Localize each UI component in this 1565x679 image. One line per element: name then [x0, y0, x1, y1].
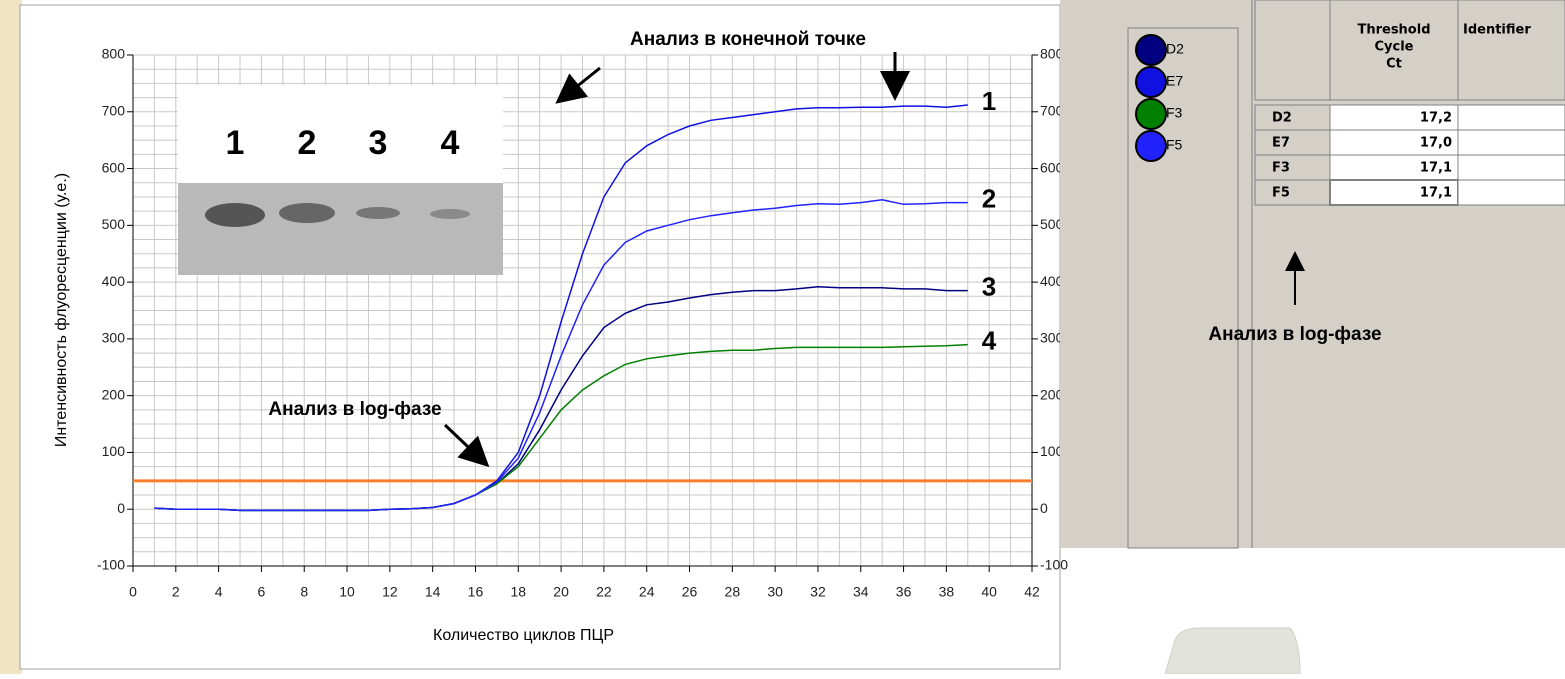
row-header: F3: [1272, 161, 1290, 176]
table-cell: [1458, 130, 1565, 155]
table-cell: [1458, 155, 1565, 180]
curve-label: 4: [982, 325, 997, 355]
curve-label: 3: [982, 272, 996, 302]
x-axis-title: Количество циклов ПЦР: [433, 627, 614, 644]
legend-swatch: [1136, 35, 1166, 65]
y-tick-label: 600: [102, 159, 126, 175]
row-header-cell: [1255, 130, 1330, 155]
row-header: D2: [1272, 111, 1292, 126]
row-header: F5: [1272, 186, 1290, 201]
gel-lane-label: 3: [369, 124, 388, 162]
row-header: E7: [1272, 136, 1290, 151]
legend-swatch: [1136, 131, 1166, 161]
y-tick-label: -100: [97, 557, 125, 573]
ct-value: 17,1: [1420, 161, 1452, 176]
x-tick-label: 26: [682, 584, 698, 600]
gel-inset: [178, 85, 503, 275]
ct-value: 17,1: [1420, 186, 1452, 201]
row-header-cell: [1255, 105, 1330, 130]
x-tick-label: 6: [258, 584, 266, 600]
x-tick-label: 18: [510, 584, 526, 600]
table-header: Threshold: [1357, 23, 1430, 38]
x-tick-label: 22: [596, 584, 612, 600]
y-tick-label: 300: [102, 330, 126, 346]
device-image: [1165, 628, 1300, 674]
y-tick-label: 800: [102, 46, 126, 62]
gel-lane-label: 4: [441, 124, 460, 162]
y-axis-title: Интенсивность флуоресценции (у.е.): [53, 173, 70, 447]
x-tick-label: 12: [382, 584, 398, 600]
ct-value: 17,2: [1420, 111, 1452, 126]
y-tick-label: 200: [102, 386, 126, 402]
page-edge: [0, 0, 22, 674]
legend-label: E7: [1166, 73, 1183, 89]
x-tick-label: 32: [810, 584, 826, 600]
gel-lane-label: 1: [226, 124, 245, 162]
legend-swatch: [1136, 99, 1166, 129]
legend-label: F5: [1166, 137, 1183, 153]
x-tick-label: 4: [215, 584, 223, 600]
x-tick-label: 2: [172, 584, 180, 600]
row-header-cell: [1255, 155, 1330, 180]
table-header: Ct: [1386, 57, 1402, 72]
y2-tick-label: 0: [1040, 500, 1048, 516]
x-tick-label: 34: [853, 584, 869, 600]
table-cell: [1458, 105, 1565, 130]
x-tick-label: 14: [425, 584, 441, 600]
x-tick-label: 36: [896, 584, 912, 600]
y-tick-label: 0: [117, 500, 125, 516]
curve-label: 2: [982, 183, 996, 213]
x-tick-label: 20: [553, 584, 569, 600]
y-tick-label: 700: [102, 102, 126, 118]
curve-label: 1: [982, 86, 996, 116]
x-tick-label: 8: [300, 584, 308, 600]
x-tick-label: 42: [1024, 584, 1040, 600]
y-tick-label: 100: [102, 443, 126, 459]
x-tick-label: 24: [639, 584, 655, 600]
row-header-cell: [1255, 180, 1330, 205]
table-header: Cycle: [1375, 40, 1414, 55]
x-tick-label: 16: [468, 584, 484, 600]
endpoint-annotation: Анализ в конечной точке: [630, 29, 866, 50]
screen: 024681012141618202224262830323436384042-…: [0, 0, 1565, 674]
x-tick-label: 30: [767, 584, 783, 600]
legend-label: F3: [1166, 105, 1183, 121]
page: {"chart_data": {"type": "line", "title":…: [0, 0, 1565, 674]
table-note: Анализ в log-фазе: [1208, 324, 1381, 345]
table-header: Identifier: [1463, 23, 1531, 38]
y-tick-label: 500: [102, 216, 126, 232]
gel-lane-label: 2: [298, 124, 317, 162]
legend-label: D2: [1166, 41, 1184, 57]
table-cell: [1458, 180, 1565, 205]
x-tick-label: 40: [981, 584, 997, 600]
x-tick-label: 10: [339, 584, 355, 600]
ct-value: 17,0: [1420, 136, 1452, 151]
log-phase-annotation: Анализ в log-фазе: [268, 399, 441, 420]
x-tick-label: 0: [129, 584, 137, 600]
legend-swatch: [1136, 67, 1166, 97]
y2-tick-label: -100: [1040, 557, 1068, 573]
x-tick-label: 38: [939, 584, 955, 600]
y-tick-label: 400: [102, 273, 126, 289]
x-tick-label: 28: [725, 584, 741, 600]
